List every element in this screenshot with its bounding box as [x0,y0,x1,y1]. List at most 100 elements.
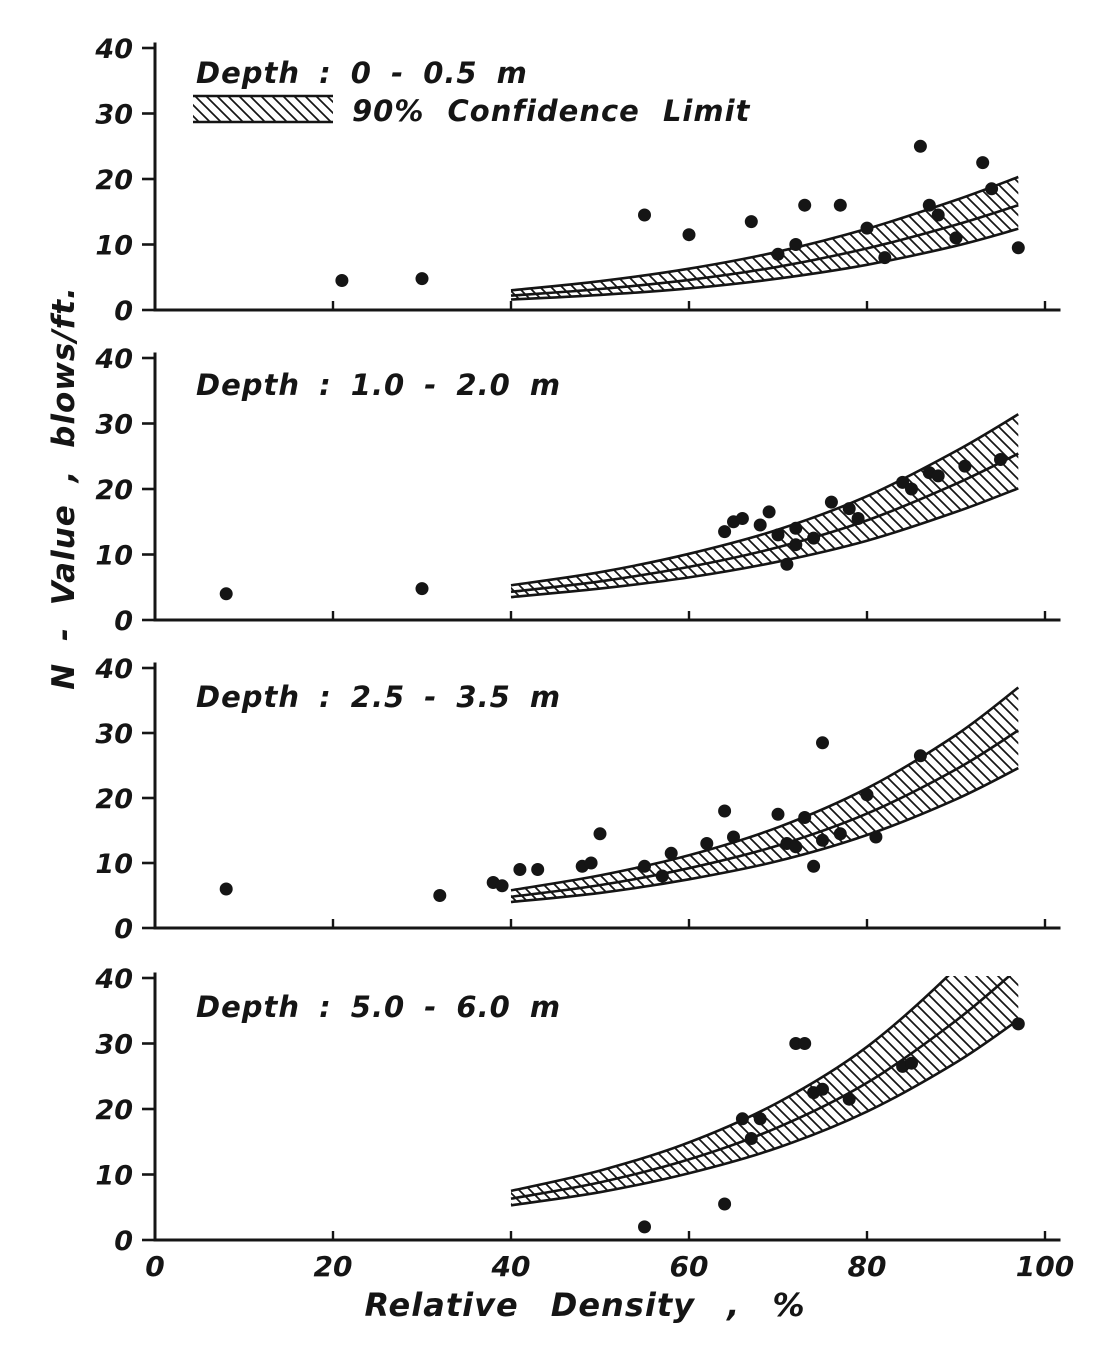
y-tick-label: 40 [94,964,133,995]
panel-2: 0 10 20 30 40 [94,344,1061,637]
data-point [655,869,669,883]
data-point [638,208,651,222]
data-point [798,811,812,824]
data-point [905,482,918,496]
y-tick-label: 40 [94,34,133,65]
y-tick-label: 30 [95,410,133,441]
x-tick-label: 80 [848,1250,887,1283]
confidence-band [510,175,1019,301]
y-tick-label: 40 [94,344,133,375]
data-point [744,215,758,229]
data-point [1011,1017,1025,1031]
data-point [958,459,972,473]
y-tick-label: 20 [95,1095,133,1126]
data-point [842,1092,856,1106]
confidence-band [510,976,1020,1207]
data-point [807,859,821,873]
data-point [219,882,233,896]
data-point [780,557,794,571]
y-tick-label: 20 [95,475,133,506]
confidence-band [510,686,1020,904]
data-point [735,1112,749,1126]
data-point [433,889,447,902]
data-point [994,453,1007,466]
data-point [664,846,678,860]
data-point [860,788,874,802]
scatter-points [638,1017,1025,1234]
data-point [593,827,607,841]
y-tick-label: 10 [95,1161,133,1192]
scatter-points [335,139,1025,287]
data-point [753,518,767,532]
x-tick-label: 0 [145,1250,164,1283]
data-point [771,807,785,821]
legend-hatch-swatch [193,94,333,124]
data-point [638,859,651,873]
data-point [931,469,945,483]
data-point [771,247,785,261]
data-point [789,238,803,251]
y-tick-label: 20 [95,784,133,815]
x-tick-label: 40 [491,1250,531,1283]
data-point [807,531,821,545]
x-tick-label: 100 [1016,1250,1074,1283]
data-point [495,879,509,893]
data-point [931,208,945,222]
y-tick-label: 20 [95,165,133,196]
y-tick-label: 10 [95,541,133,572]
data-point [638,1220,651,1234]
data-point [718,804,732,818]
confidence-limit-label: 90% Confidence Limit [352,94,751,128]
data-point [762,505,776,519]
data-point [700,837,714,850]
data-point [771,528,785,542]
data-point [869,830,883,844]
y-tick-label: 30 [95,100,133,131]
y-tick-label: 0 [114,606,133,637]
data-point [878,251,892,265]
y-tick-label: 0 [114,296,133,327]
panel-4: 0 10 20 30 40 0 20 40 60 80 100 [94,964,1074,1283]
y-tick-label: 30 [95,1030,133,1061]
panel-4-depth-label: Depth : 5.0 - 6.0 m [196,990,562,1024]
data-point [789,538,803,552]
y-tick-label: 0 [114,914,133,945]
data-point [913,749,927,763]
data-point [531,863,545,876]
panel-1-depth-label: Depth : 0 - 0.5 m [196,56,528,90]
y-tick-label: 10 [95,849,133,880]
data-point [718,1197,732,1211]
panel-2-depth-label: Depth : 1.0 - 2.0 m [196,368,562,402]
data-point [949,231,963,245]
data-point [922,198,936,212]
panel-1: 0 10 20 30 40 [94,34,1061,327]
confidence-band [510,413,1019,599]
data-point [816,833,829,847]
data-point [833,827,847,841]
scatter-points [219,736,927,902]
data-point [727,830,740,844]
panel-3-depth-label: Depth : 2.5 - 3.5 m [196,680,562,714]
data-point [833,198,847,212]
data-point [824,495,838,509]
data-point [798,1037,812,1050]
y-tick-label: 40 [94,654,133,685]
data-point [718,525,732,539]
data-point [896,475,910,489]
x-tick-label: 20 [314,1250,353,1283]
data-point [415,582,429,596]
scatter-points [219,453,1007,601]
panel-3: 0 10 20 30 40 [94,654,1061,945]
data-point [682,228,696,242]
data-point [1011,241,1025,255]
data-point [976,156,990,170]
y-tick-label: 30 [95,719,133,750]
x-tick-label: 60 [670,1250,709,1283]
data-point [744,1132,758,1145]
data-point [913,139,927,153]
data-point [842,502,856,516]
data-point [789,840,803,854]
data-point [905,1056,918,1070]
